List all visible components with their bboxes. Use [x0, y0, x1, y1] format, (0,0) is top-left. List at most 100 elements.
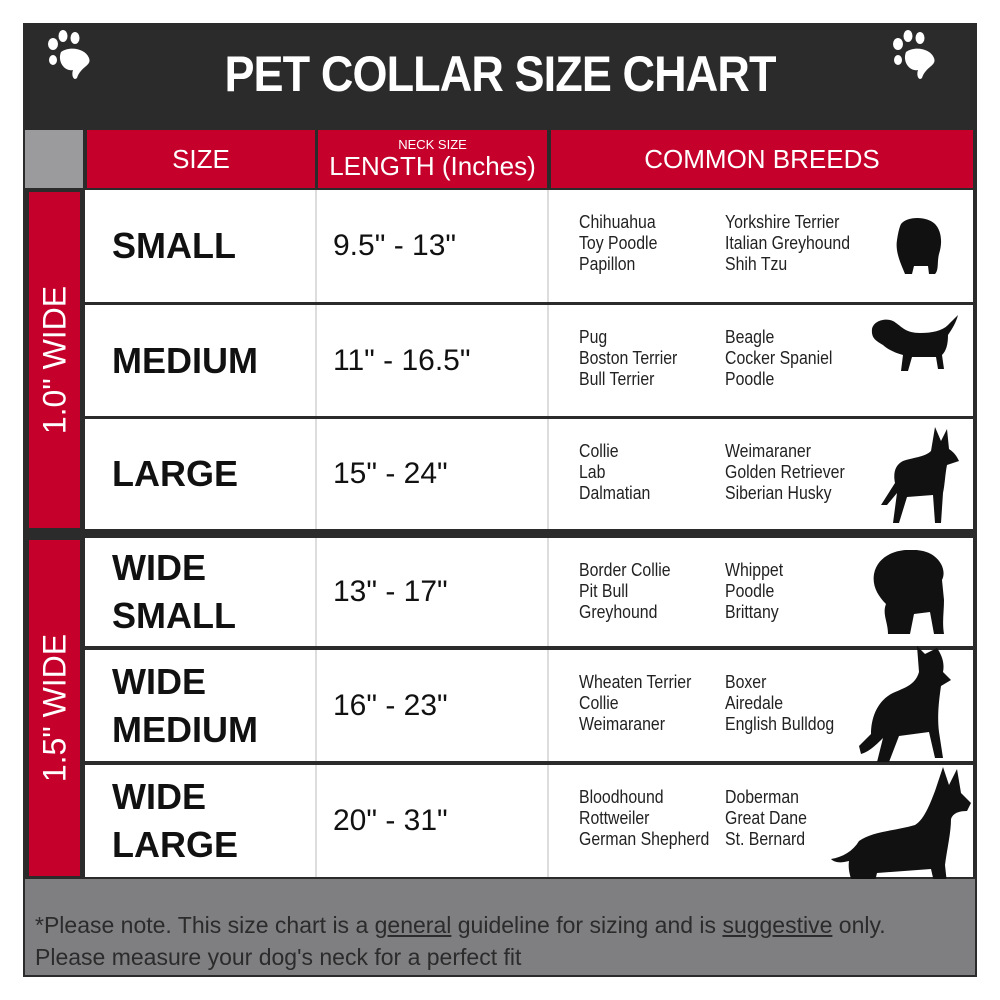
footer-note: *Please note. This size chart is a gener… [25, 879, 975, 975]
size-cell: MEDIUM [85, 305, 317, 416]
breed-name: Doberman [725, 787, 799, 807]
breed-name: Border Collie [579, 560, 671, 580]
table-row: LARGE 15" - 24" Collie Lab Dalmatian Weimaran… [85, 419, 973, 529]
size-label: LARGE [112, 453, 238, 494]
bulldog-silhouette-icon [873, 550, 944, 634]
size-cell: WIDE SMALL [85, 538, 317, 646]
breed-name: Papillon [579, 254, 636, 274]
header-length-label: LENGTH (Inches) [329, 151, 536, 181]
note-text: only. [832, 912, 886, 938]
breed-name: Wheaten Terrier [579, 672, 692, 692]
breed-name: Weimaraner [725, 441, 811, 461]
note-emphasis: general [374, 912, 452, 938]
breed-name: Airedale [725, 693, 784, 713]
breeds-column-b: Doberman Great Dane St. Bernard [725, 787, 807, 850]
breed-name: Poodle [725, 581, 775, 601]
breed-name: Dalmatian [579, 483, 651, 503]
note-text: guideline for sizing and is [451, 912, 723, 938]
breed-name: Pug [579, 327, 608, 347]
breeds-column-a: Collie Lab Dalmatian [579, 441, 650, 504]
length-cell: 11" - 16.5" [317, 305, 549, 416]
size-cell: WIDE MEDIUM [85, 650, 317, 761]
breed-name: Rottweiler [579, 808, 650, 828]
group-band-1-5in: 1.5" WIDE [27, 538, 82, 878]
table-row: WIDE SMALL 13" - 17" Border Collie Pit Bull G… [85, 538, 973, 646]
breeds-cell: Pug Boston Terrier Bull Terrier Beagle Cocke… [549, 305, 973, 416]
breed-name: St. Bernard [725, 829, 806, 849]
breeds-column-b: Weimaraner Golden Retriever Siberian Husky [725, 441, 845, 504]
length-value: 15" - 24" [333, 457, 448, 490]
breed-name: Boston Terrier [579, 348, 678, 368]
breeds-column-a: Pug Boston Terrier Bull Terrier [579, 327, 677, 390]
size-cell: SMALL [85, 190, 317, 302]
breed-name: Great Dane [725, 808, 807, 828]
length-cell: 15" - 24" [317, 419, 549, 529]
small-dog-silhouette-icon [896, 218, 942, 274]
group-label: 1.0" WIDE [36, 285, 72, 435]
breed-name: Shih Tzu [725, 254, 788, 274]
breed-name: Collie [579, 693, 619, 713]
paw-print-icon [48, 30, 90, 79]
breed-name: Bull Terrier [579, 369, 655, 389]
breed-name: Boxer [725, 672, 767, 692]
breeds-column-b: Beagle Cocker Spaniel Poodle [725, 327, 832, 390]
note-line-2: Please measure your dog's neck for a per… [35, 944, 522, 970]
size-label: WIDE LARGE [112, 776, 238, 865]
breeds-cell: Bloodhound Rottweiler German Shepherd Dober… [549, 765, 973, 877]
length-cell: 13" - 17" [317, 538, 549, 646]
breed-name: Beagle [725, 327, 775, 347]
table-row: WIDE MEDIUM 16" - 23" Wheaten Terrier Collie… [85, 646, 973, 762]
header-neck-size-label: NECK SIZE [398, 137, 467, 152]
size-label: MEDIUM [112, 339, 258, 381]
breeds-column-b: Yorkshire Terrier Italian Greyhound Shih T… [725, 212, 850, 275]
breed-name: Weimaraner [579, 714, 665, 734]
header-length: NECK SIZE LENGTH (Inches) [318, 130, 547, 188]
length-value: 16" - 23" [333, 688, 448, 722]
size-label: WIDE MEDIUM [112, 660, 258, 750]
breed-name: Whippet [725, 560, 784, 580]
paw-print-icon [893, 30, 935, 79]
breed-name: Lab [579, 462, 606, 482]
breed-name: Pit Bull [579, 581, 629, 601]
group-label: 1.5" WIDE [36, 633, 72, 783]
breed-name: Greyhound [579, 602, 658, 622]
pitbull-silhouette-icon [859, 646, 951, 762]
breed-name: Bloodhound [579, 787, 664, 807]
breed-name: Brittany [725, 602, 779, 622]
table-row: WIDE LARGE 20" - 31" Bloodhound Rottweiler Ge… [85, 765, 973, 923]
size-cell: LARGE [85, 419, 317, 529]
breeds-column-a: Bloodhound Rottweiler German Shepherd [579, 787, 709, 850]
title-bar: PET COLLAR SIZE CHART [23, 23, 977, 128]
length-cell: 16" - 23" [317, 650, 549, 761]
breed-name: English Bulldog [725, 714, 835, 734]
breed-name: Siberian Husky [725, 483, 832, 503]
group-band-1in: 1.0" WIDE [27, 190, 82, 530]
size-label: WIDE SMALL [112, 547, 236, 636]
length-value: 11" - 16.5" [333, 343, 471, 377]
breeds-column-b: Whippet Poodle Brittany [725, 560, 783, 623]
breeds-column-a: Border Collie Pit Bull Greyhound [579, 560, 671, 623]
breed-name: Golden Retriever [725, 462, 845, 482]
length-cell: 20" - 31" [317, 765, 549, 877]
header-size-label: SIZE [172, 144, 230, 174]
breed-name: Chihuahua [579, 212, 656, 232]
length-value: 13" - 17" [333, 575, 448, 608]
shepherd-silhouette-icon [881, 427, 959, 523]
size-cell: WIDE LARGE [85, 765, 317, 877]
beagle-silhouette-icon [871, 315, 958, 371]
table-row: SMALL 9.5" - 13" Chihuahua Toy Poodle Papill… [85, 190, 973, 302]
breed-name: Collie [579, 441, 619, 461]
header-breeds: COMMON BREEDS [551, 130, 973, 188]
breeds-cell: Border Collie Pit Bull Greyhound Whippet Poo… [549, 538, 973, 646]
header-breeds-label: COMMON BREEDS [644, 144, 880, 174]
breeds-cell: Collie Lab Dalmatian Weimaraner Golden Retri… [549, 419, 973, 529]
breed-name: Cocker Spaniel [725, 348, 833, 368]
header-corner [25, 130, 83, 188]
table-row: MEDIUM 11" - 16.5" Pug Boston Terrier Bull T… [85, 305, 973, 416]
breed-name: Yorkshire Terrier [725, 212, 840, 232]
note-emphasis: suggestive [722, 912, 833, 938]
breed-name: Italian Greyhound [725, 233, 851, 253]
size-label: SMALL [112, 225, 236, 266]
breed-name: Toy Poodle [579, 233, 658, 253]
breeds-column-a: Wheaten Terrier Collie Weimaraner [579, 672, 691, 735]
